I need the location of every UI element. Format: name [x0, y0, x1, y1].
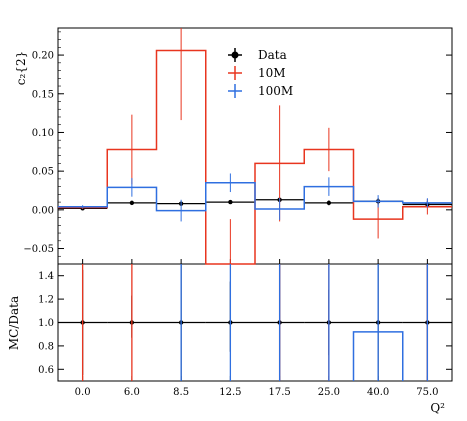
legend-entry-10m: 10M [228, 66, 286, 80]
series-data-point [228, 199, 233, 205]
xtick-label: 6.0 [124, 387, 140, 398]
legend: Data 10M 100M [228, 48, 293, 98]
legend-label-100m: 100M [258, 84, 293, 98]
legend-entry-data: Data [228, 48, 287, 62]
xtick-label: 75.0 [416, 387, 438, 398]
series-100m-step [58, 182, 452, 212]
xtick-label: 12.5 [219, 387, 241, 398]
ratio-ytick-label: 1.0 [38, 318, 54, 329]
top-ytick-label: 0.05 [32, 167, 54, 178]
series-data-point [129, 200, 135, 206]
ratio-ytick-label: 0.8 [38, 341, 54, 352]
legend-label-10m: 10M [258, 66, 286, 80]
series-10m-step [58, 49, 452, 265]
top-ytick-label: 0.15 [32, 89, 54, 100]
x-axis-label: Q² [430, 401, 445, 415]
ratio-ytick-label: 1.4 [38, 271, 54, 282]
legend-entry-100m: 100M [228, 84, 293, 98]
ratio-ylabel: MC/Data [7, 296, 21, 350]
top-ylabel: c₂{2} [14, 51, 28, 85]
top-ytick-label: −0.05 [23, 244, 54, 255]
top-ytick-label: 0.10 [32, 128, 54, 139]
ratio-ytick-label: 0.6 [38, 365, 54, 376]
xtick-label: 8.5 [173, 387, 189, 398]
xtick-label: 40.0 [367, 387, 389, 398]
xtick-label: 0.0 [75, 387, 91, 398]
legend-label-data: Data [258, 48, 287, 62]
top-ytick-label: 0.20 [32, 51, 54, 62]
xtick-label: 25.0 [318, 387, 340, 398]
series-data-point [326, 200, 332, 206]
xtick-label: 17.5 [268, 387, 290, 398]
ratio-ytick-label: 1.2 [38, 295, 54, 306]
top-ytick-label: 0.00 [32, 205, 54, 216]
